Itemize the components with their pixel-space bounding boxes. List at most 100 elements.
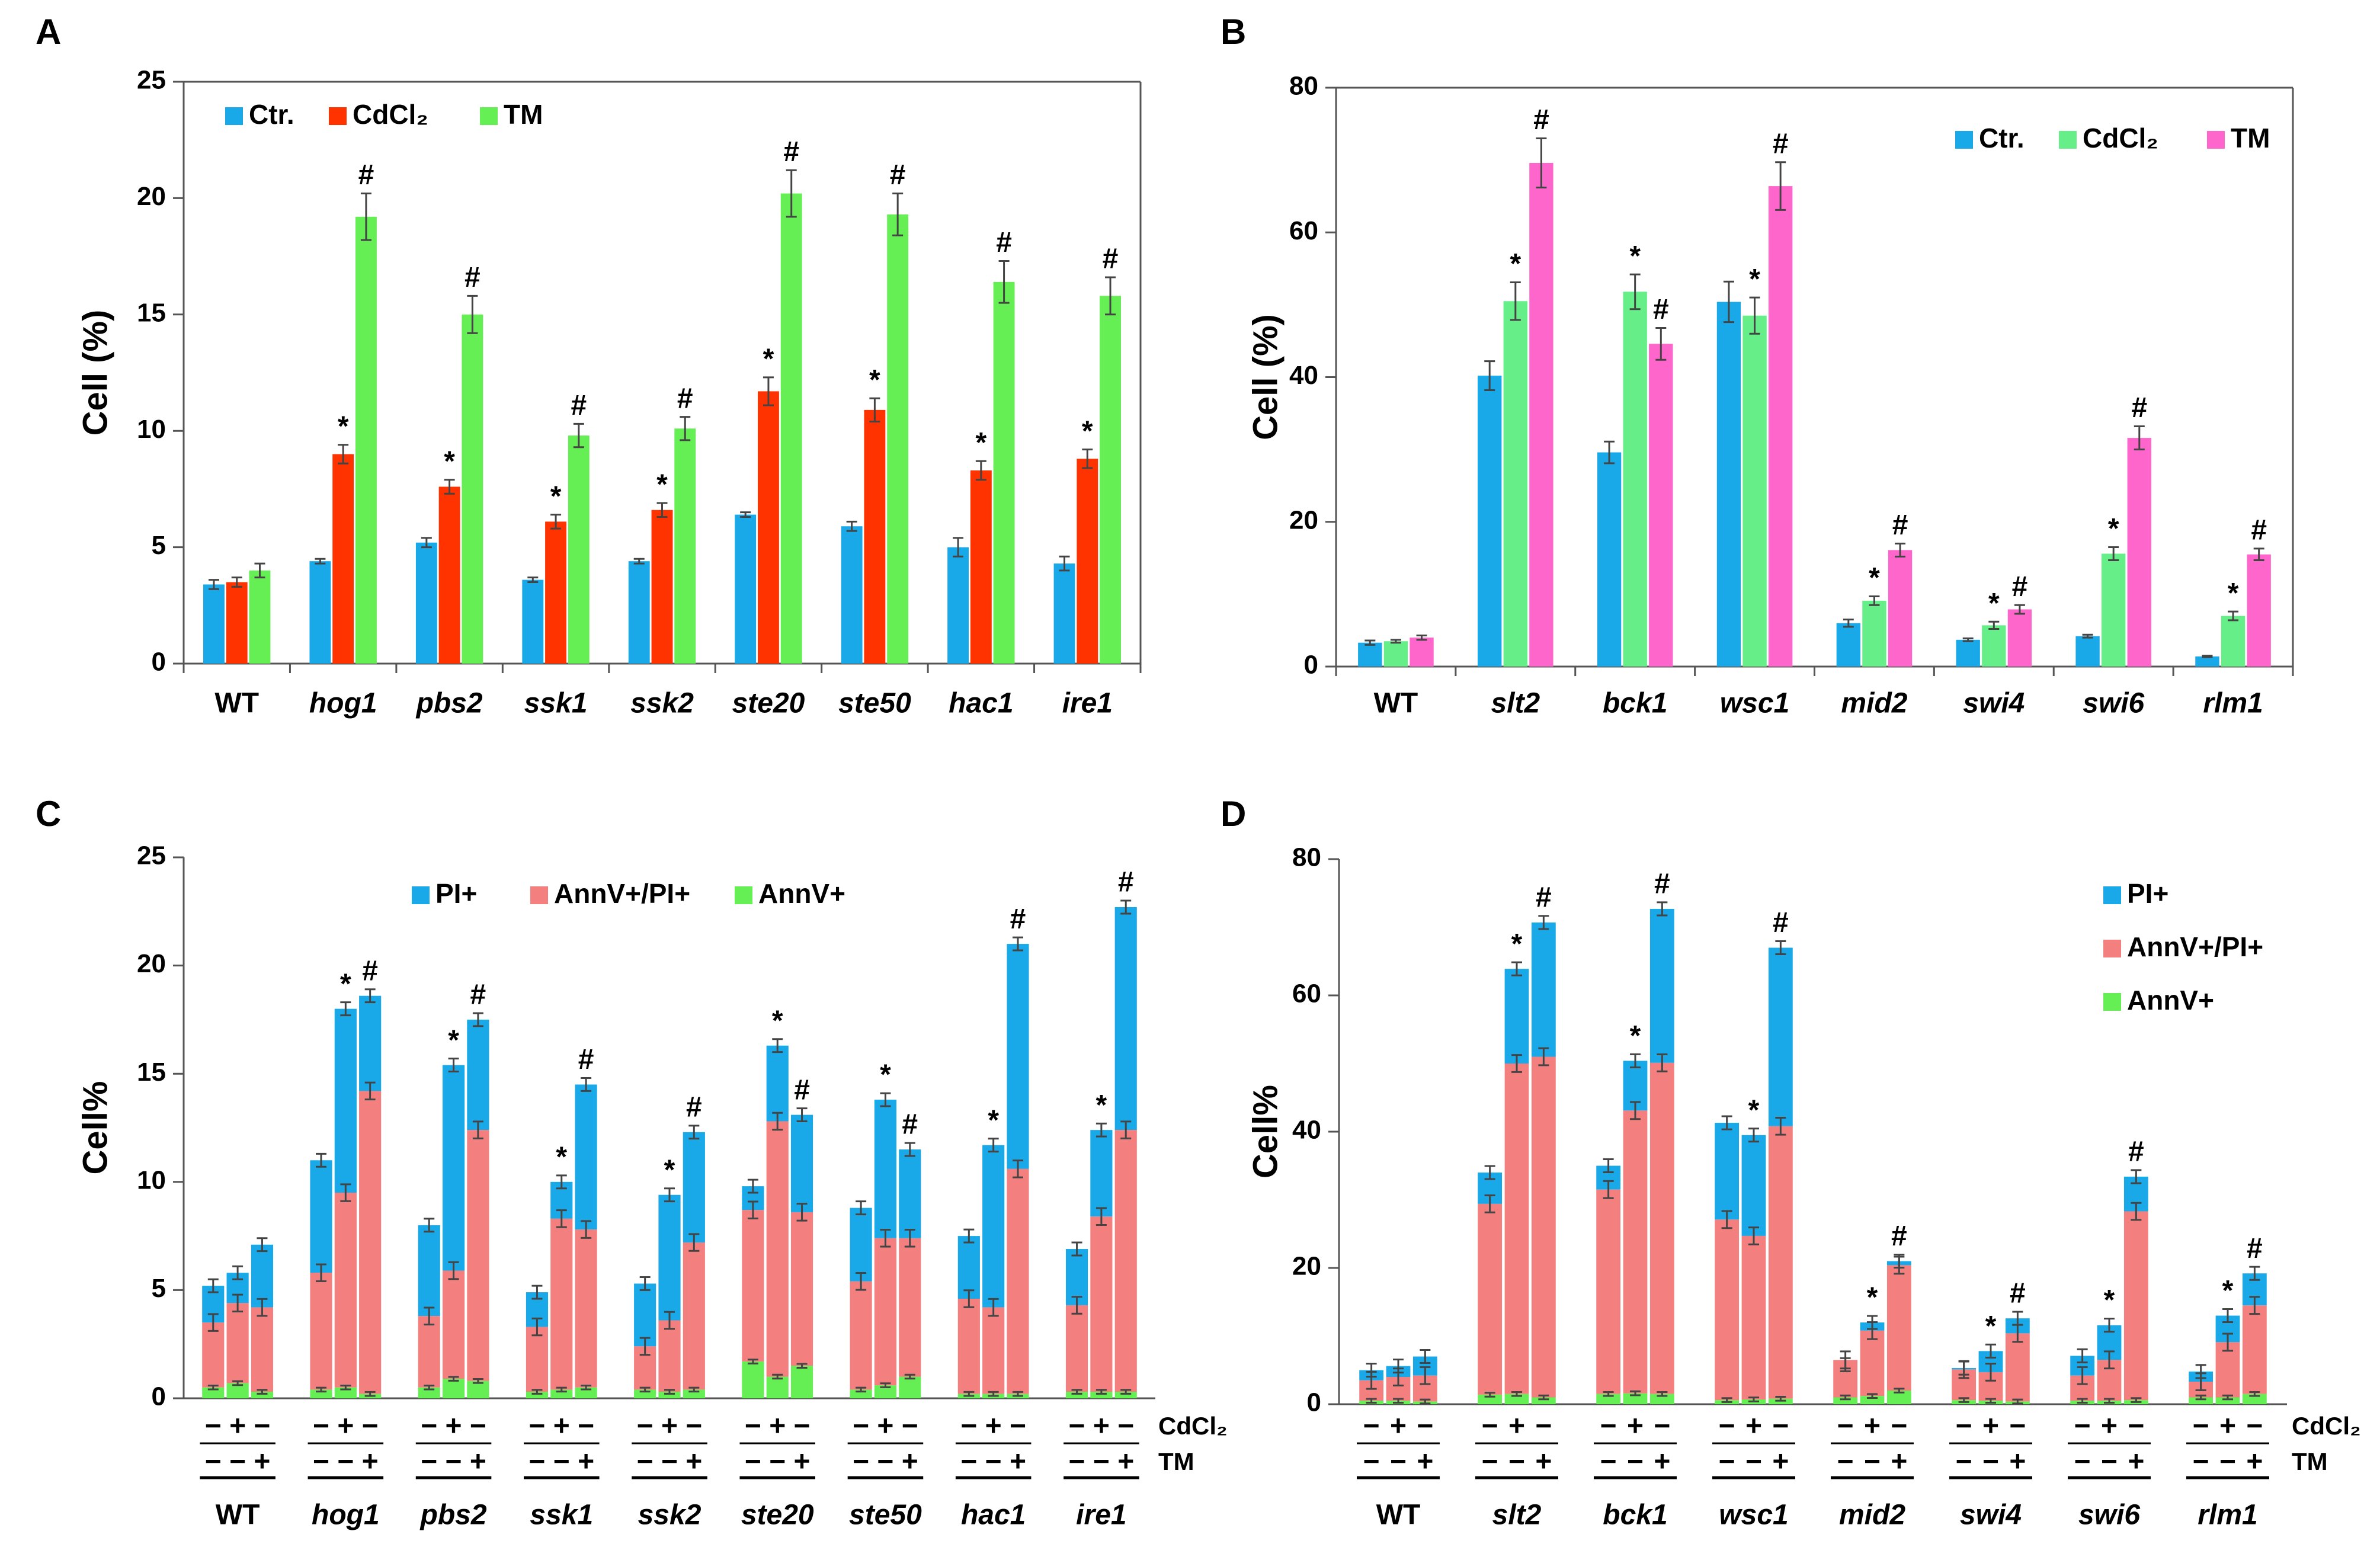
tm-sign: + [2009, 1446, 2026, 1478]
bar-segment-annv [1114, 1392, 1137, 1398]
y-tick-label: 10 [137, 1165, 166, 1194]
significance-mark: # [686, 1092, 702, 1123]
legend-swatch [412, 886, 430, 904]
bar-segment-pi [957, 1236, 980, 1299]
tm-sign: − [769, 1446, 786, 1478]
category-label: ssk2 [638, 1500, 701, 1531]
bar-segment-annv [1090, 1392, 1113, 1398]
bar-segment-annv-pi [1478, 1203, 1503, 1395]
tm-sign: − [853, 1446, 869, 1478]
bar-segment-annv-pi [1886, 1265, 1911, 1391]
tm-sign: − [446, 1446, 462, 1478]
bar-segment-annv [1478, 1394, 1503, 1404]
tm-sign: + [1117, 1446, 1134, 1478]
bar-segment-annv [1833, 1397, 1858, 1404]
cdcl2-sign: − [745, 1411, 761, 1442]
cdcl2-sign: − [2074, 1411, 2091, 1442]
category-label: pbs2 [419, 1500, 487, 1531]
bar-segment-pi [418, 1225, 440, 1317]
bar-segment-pi [334, 1008, 357, 1193]
legend-label: Ctr. [249, 99, 294, 130]
cdcl2-sign: − [578, 1411, 594, 1442]
significance-mark: * [975, 427, 986, 459]
bar [545, 521, 566, 664]
bar-segment-annv [251, 1392, 274, 1398]
bar-segment-pi [359, 995, 382, 1091]
significance-mark: * [1630, 1020, 1641, 1052]
bar-segment-annv-pi [957, 1299, 980, 1394]
bar-segment-pi [790, 1114, 813, 1212]
y-axis-label: Cell% [1246, 1085, 1285, 1178]
significance-mark: # [1010, 904, 1026, 935]
y-tick-label: 25 [137, 66, 166, 95]
y-tick-label: 20 [137, 182, 166, 211]
bar-segment-pi [874, 1100, 897, 1238]
cdcl2-sign: − [1654, 1411, 1670, 1442]
significance-mark: # [362, 955, 378, 987]
bar-segment-annv [467, 1381, 489, 1398]
category-label: ire1 [1076, 1500, 1126, 1531]
bar-segment-annv-pi [467, 1130, 489, 1381]
cdcl2-sign: − [313, 1411, 329, 1442]
legend-swatch [2103, 993, 2121, 1011]
bar [2195, 656, 2219, 667]
bar-segment-annv [202, 1387, 225, 1398]
bar [415, 542, 437, 664]
significance-mark: * [550, 481, 562, 512]
bar-segment-annv-pi [251, 1307, 274, 1392]
category-label: slt2 [1492, 1500, 1542, 1531]
bar-segment-pi [766, 1045, 789, 1122]
legend-label: TM [504, 99, 543, 130]
cdcl2-sign: − [794, 1411, 811, 1442]
significance-mark: * [1749, 264, 1760, 295]
significance-mark: # [1891, 1221, 1907, 1252]
tm-sign: + [1535, 1446, 1552, 1478]
cdcl2-sign: + [1390, 1411, 1407, 1442]
bar-segment-annv-pi [550, 1218, 573, 1390]
tm-sign: + [1654, 1446, 1670, 1478]
y-tick-label: 15 [137, 298, 166, 327]
bar-segment-annv [874, 1385, 897, 1398]
category-label: swi6 [2078, 1500, 2140, 1531]
y-tick-label: 15 [137, 1058, 166, 1087]
y-tick-label: 80 [1289, 72, 1318, 101]
bar [2127, 438, 2151, 667]
bar-segment-pi [1741, 1135, 1766, 1236]
legend-label: PI+ [435, 878, 477, 909]
tm-sign: − [985, 1446, 1002, 1478]
cdcl2-sign: − [1535, 1411, 1552, 1442]
cdcl2-sign: − [2193, 1411, 2209, 1442]
legend-swatch [2103, 940, 2121, 957]
tm-sign: − [2074, 1446, 2091, 1478]
significance-mark: # [1536, 882, 1552, 914]
tm-sign: + [578, 1446, 594, 1478]
tm-sign: − [1093, 1446, 1110, 1478]
bar-segment-annv-pi [418, 1316, 440, 1388]
cdcl2-sign: + [553, 1411, 570, 1442]
cdcl2-sign: + [446, 1411, 462, 1442]
cdcl2-sign: − [1719, 1411, 1735, 1442]
significance-mark: * [1869, 562, 1880, 594]
legend-swatch [2207, 131, 2225, 149]
cdcl2-sign: − [686, 1411, 702, 1442]
significance-mark: * [338, 411, 349, 442]
cdcl2-sign: + [1864, 1411, 1881, 1442]
bar-segment-annv [1860, 1396, 1885, 1404]
bar [568, 435, 590, 664]
bar [1742, 315, 1767, 667]
category-label: swi6 [2083, 688, 2144, 719]
bar [993, 281, 1015, 664]
tm-sign: + [2246, 1446, 2263, 1478]
significance-mark: # [2251, 515, 2267, 546]
bar-segment-annv [683, 1389, 705, 1398]
bar-segment-pi [683, 1132, 705, 1243]
significance-mark: # [677, 383, 693, 414]
y-tick-label: 25 [137, 841, 166, 870]
significance-mark: * [2104, 1285, 2115, 1316]
significance-mark: * [1096, 1090, 1107, 1121]
bar [1623, 292, 1647, 667]
tm-sign: − [1719, 1446, 1735, 1478]
significance-mark: * [1510, 248, 1521, 280]
tm-sign: − [229, 1446, 246, 1478]
cdcl2-sign: − [960, 1411, 977, 1442]
